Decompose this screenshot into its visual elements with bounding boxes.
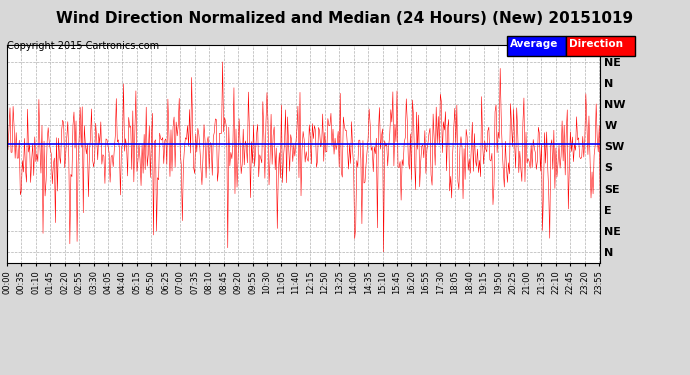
Text: Direction: Direction bbox=[569, 39, 622, 49]
Text: Copyright 2015 Cartronics.com: Copyright 2015 Cartronics.com bbox=[7, 41, 159, 51]
Text: Average: Average bbox=[510, 39, 558, 49]
Text: Wind Direction Normalized and Median (24 Hours) (New) 20151019: Wind Direction Normalized and Median (24… bbox=[57, 11, 633, 26]
